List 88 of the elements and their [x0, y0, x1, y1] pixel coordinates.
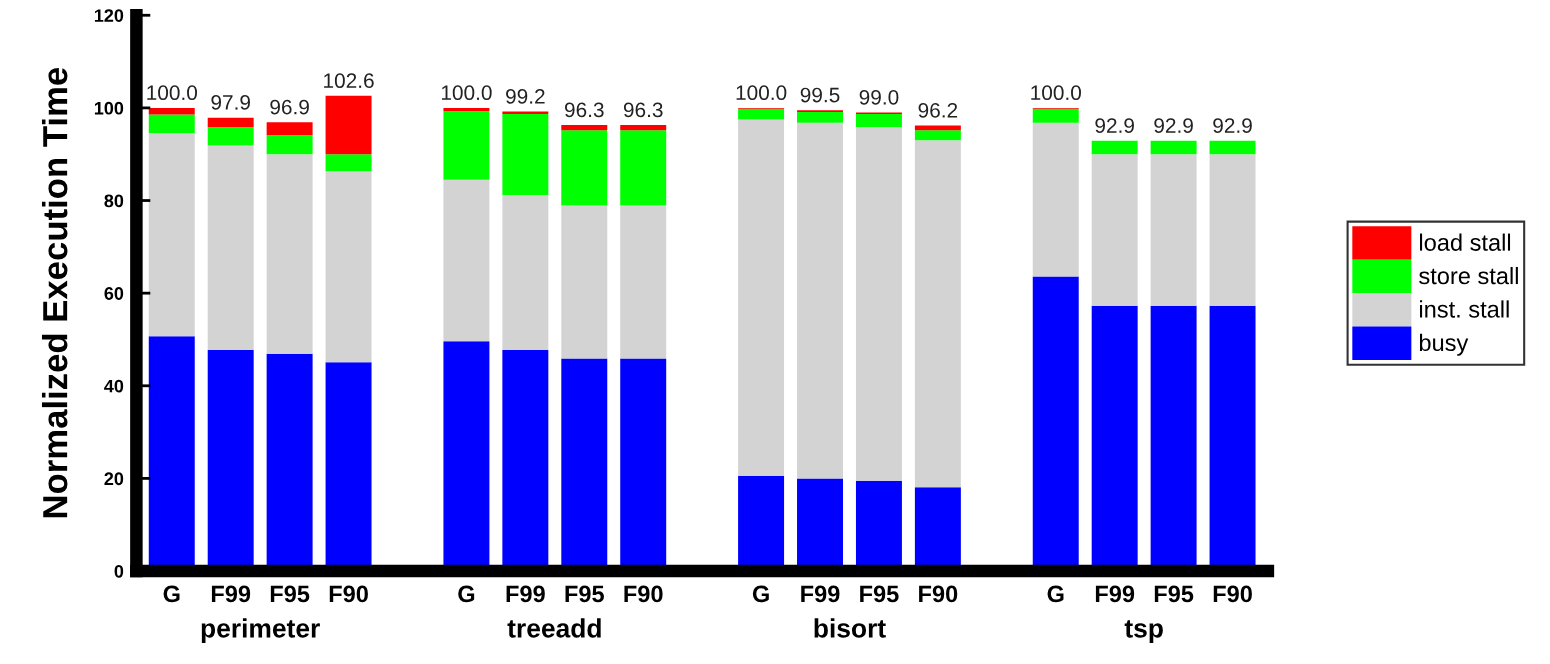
bar: [207, 145, 254, 351]
x-tick-label: F99: [211, 585, 251, 603]
bar: [443, 107, 490, 112]
total-label: 96.3: [623, 102, 663, 118]
bar: [1150, 140, 1197, 155]
bar: [914, 125, 961, 131]
total-label: 97.9: [211, 95, 250, 110]
bar: [148, 133, 195, 337]
legend-label: inst. stall: [1420, 300, 1509, 318]
total-label: 100.0: [147, 85, 198, 101]
bar: [443, 179, 490, 342]
total-label: 96.9: [270, 99, 309, 115]
total-label: 100.0: [441, 85, 492, 101]
bar: [325, 95, 372, 155]
x-tick-label: F95: [270, 585, 310, 603]
legend-label: busy: [1419, 333, 1469, 356]
total-label: 102.6: [324, 73, 374, 89]
legend-label: store stall: [1419, 266, 1518, 285]
bar: [620, 205, 667, 359]
bar: [738, 119, 785, 476]
bar: [1209, 140, 1256, 155]
total-label: 100.0: [736, 85, 787, 101]
total-label: 99.0: [859, 89, 899, 105]
y-axis-title: Normalized Execution Time: [41, 67, 68, 518]
legend-label: load stall: [1420, 233, 1511, 251]
total-label: 99.2: [506, 89, 545, 104]
y-tick-label: 40: [104, 379, 124, 393]
x-tick-label: F95: [1154, 585, 1194, 603]
bar: [325, 171, 372, 363]
bar: [855, 126, 902, 481]
x-tick-label: G: [163, 585, 180, 603]
bar: [325, 154, 372, 172]
bar: [855, 113, 902, 127]
y-tick-label: 120: [94, 9, 124, 22]
y-tick-label: 20: [104, 472, 124, 486]
x-tick-label: G: [1047, 585, 1064, 603]
total-label: 100.0: [1031, 85, 1081, 101]
text: treeadd: [507, 618, 601, 638]
bar: [1150, 154, 1197, 306]
bar: [1032, 108, 1079, 123]
x-tick-label: F95: [565, 585, 604, 603]
x-tick-label: F99: [1095, 585, 1135, 603]
x-tick-label: F99: [506, 585, 545, 603]
x-tick-label: F90: [919, 585, 958, 603]
text: perimeter: [201, 618, 320, 643]
total-label: 96.2: [918, 102, 958, 118]
text: bisort: [814, 618, 886, 638]
bar: [502, 194, 549, 351]
y-tick-label: 60: [104, 287, 124, 300]
total-label: 99.5: [800, 87, 840, 103]
bar: [797, 122, 843, 479]
bar: [266, 122, 313, 136]
bar: [620, 125, 667, 131]
bar: [443, 111, 490, 180]
bar: [148, 114, 195, 134]
bar: [207, 117, 254, 127]
x-tick-label: F90: [1213, 585, 1252, 603]
bar: [561, 205, 608, 359]
y-tick-label: 80: [104, 194, 124, 208]
x-tick-label: G: [458, 585, 475, 603]
bar: [207, 126, 254, 146]
bar: [148, 107, 195, 115]
text: tsp: [1124, 620, 1163, 643]
y-tick-label: 100: [94, 101, 124, 115]
total-label: 92.9: [1213, 118, 1252, 133]
y-tick-label: 0: [114, 564, 124, 578]
bar: [502, 113, 549, 195]
bar: [914, 140, 961, 488]
bar: [266, 154, 313, 354]
bar: [797, 112, 843, 123]
bar: [266, 135, 313, 155]
x-tick-label: F99: [801, 585, 840, 603]
bar: [620, 130, 667, 206]
bar: [1032, 122, 1079, 277]
bar: [561, 130, 608, 206]
total-label: 92.9: [1154, 118, 1193, 133]
x-tick-label: F90: [624, 585, 663, 603]
bar: [1091, 140, 1138, 155]
x-tick-label: F90: [329, 585, 368, 603]
bar: [1209, 154, 1256, 306]
bar: [738, 108, 785, 120]
total-label: 92.9: [1095, 118, 1134, 133]
bar: [1091, 154, 1138, 306]
bar: [914, 130, 961, 141]
bar: [561, 125, 608, 131]
x-tick-label: G: [752, 585, 769, 603]
x-tick-label: F95: [860, 585, 899, 603]
total-label: 96.3: [564, 102, 604, 118]
